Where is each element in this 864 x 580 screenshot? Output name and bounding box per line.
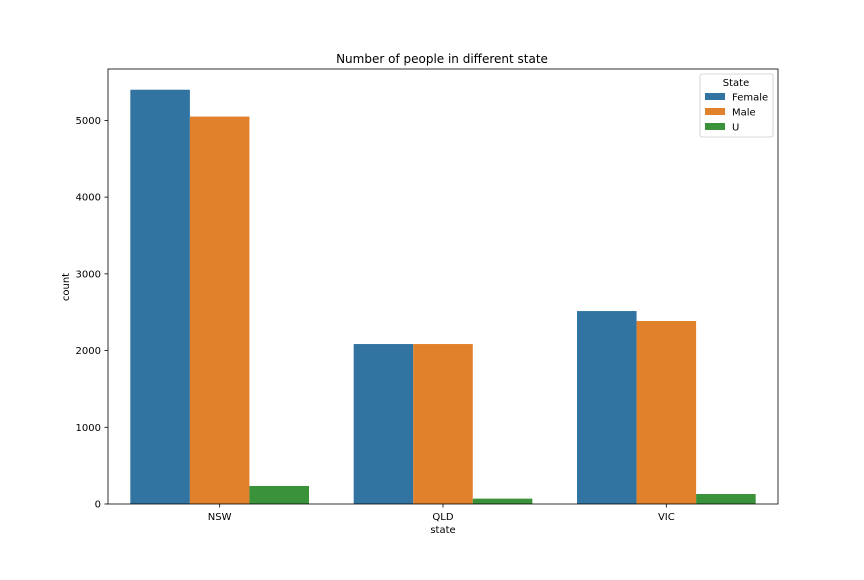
legend-label-u: U — [732, 123, 739, 134]
x-tick-label-qld: QLD — [432, 512, 453, 523]
bar-vic-u — [696, 494, 756, 504]
x-axis: NSW QLD VIC — [208, 504, 675, 523]
y-tick-label: 0 — [95, 500, 101, 511]
bar-nsw-female — [130, 89, 190, 505]
x-axis-label: state — [430, 525, 455, 536]
plot-frame — [107, 68, 779, 505]
x-tick-label-nsw: NSW — [208, 512, 232, 523]
y-tick-label: 1000 — [76, 423, 101, 434]
bar-qld-u — [472, 498, 533, 504]
legend-label-female: Female — [732, 93, 768, 104]
legend-swatch-male — [705, 108, 725, 115]
bars-group — [130, 89, 756, 505]
chart-title: Number of people in different state — [336, 52, 548, 66]
bar-nsw-u — [249, 485, 309, 504]
y-axis-label: count — [61, 273, 72, 301]
legend-swatch-female — [705, 93, 725, 100]
y-axis: 0 1000 2000 3000 4000 5000 — [76, 116, 108, 511]
legend-swatch-u — [705, 123, 725, 130]
y-tick-label: 5000 — [76, 116, 101, 127]
bar-nsw-male — [189, 116, 250, 504]
bar-vic-male — [636, 321, 697, 504]
bar-qld-male — [413, 344, 473, 504]
y-tick-label: 2000 — [76, 346, 101, 357]
y-tick-label: 4000 — [76, 193, 101, 204]
y-tick-label: 3000 — [76, 269, 101, 280]
x-tick-label-vic: VIC — [658, 512, 675, 523]
bar-vic-female — [577, 311, 637, 504]
legend: State Female Male U — [699, 73, 774, 138]
legend-box — [699, 73, 774, 138]
legend-title: State — [723, 78, 749, 89]
legend-label-male: Male — [732, 108, 756, 119]
bar-qld-female — [353, 344, 414, 504]
